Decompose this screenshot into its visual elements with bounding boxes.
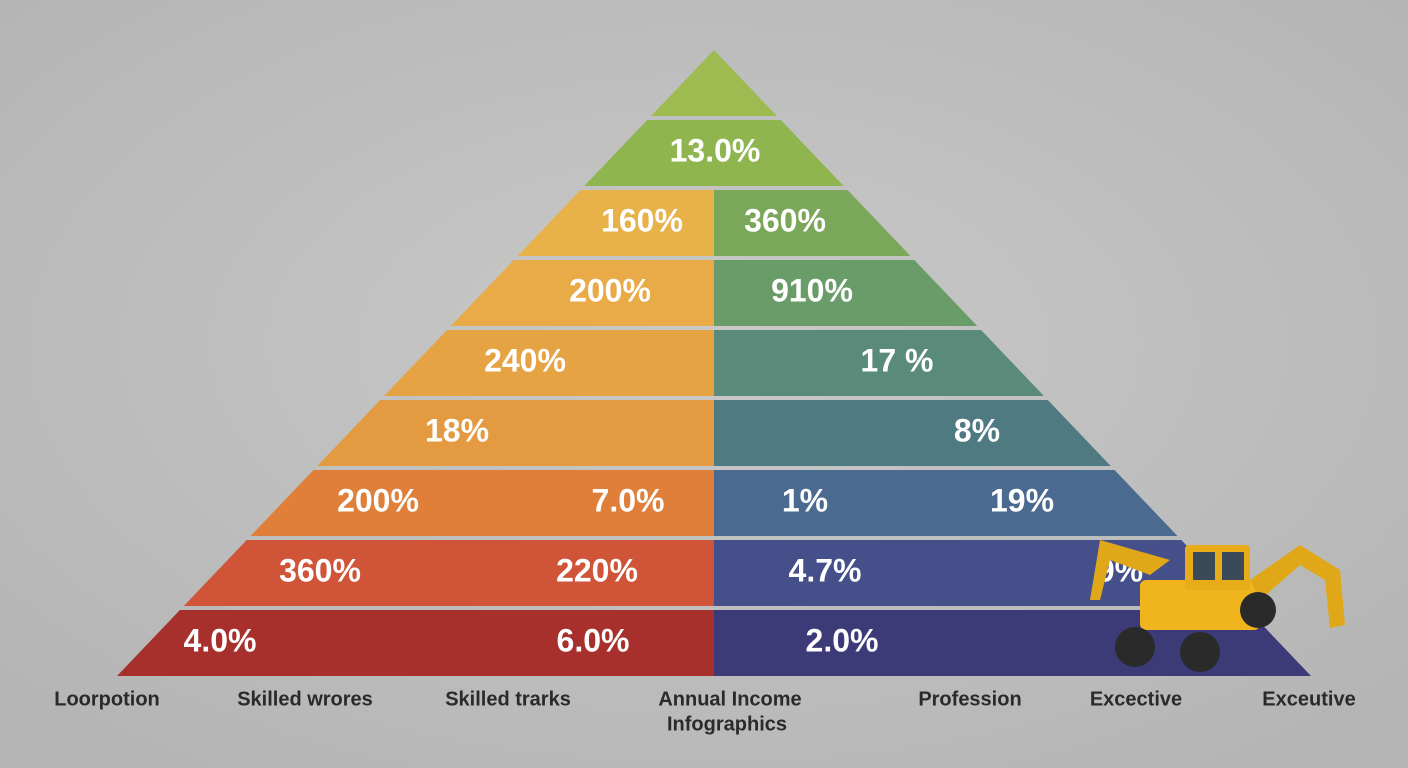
footer-label: Excective bbox=[1090, 688, 1182, 710]
labels: 13.0% 160% 360% 200% 910% 240% 17 % 18% 8% 200% 7.… bbox=[54, 132, 1355, 735]
pyramid-apex bbox=[651, 50, 777, 116]
footer-label: Annual Income bbox=[658, 688, 801, 710]
pyramid bbox=[117, 50, 1311, 676]
footer-label: Profession bbox=[918, 688, 1021, 710]
band-right bbox=[714, 120, 844, 186]
percent-label: 220% bbox=[556, 552, 638, 588]
percent-label: 160% bbox=[601, 202, 683, 238]
footer-label: Loorpotion bbox=[54, 688, 160, 710]
percent-label: 17 % bbox=[861, 342, 934, 378]
percent-label: 8% bbox=[954, 412, 1000, 448]
band-left bbox=[117, 610, 714, 676]
band-left bbox=[584, 120, 714, 186]
band-right bbox=[714, 400, 1111, 466]
band-left bbox=[250, 470, 714, 536]
percent-label: 4.0% bbox=[184, 622, 257, 658]
percent-label: 13.0% bbox=[670, 132, 761, 168]
band-left bbox=[384, 330, 714, 396]
percent-label: 7.0% bbox=[592, 482, 665, 518]
percent-label: 18% bbox=[425, 412, 489, 448]
band-right bbox=[714, 260, 978, 326]
excavator bbox=[1090, 540, 1345, 672]
band-left bbox=[450, 260, 714, 326]
percent-label: 2.0% bbox=[806, 622, 879, 658]
band-right bbox=[714, 190, 911, 256]
percent-label: 360% bbox=[279, 552, 361, 588]
percent-label: 200% bbox=[569, 272, 651, 308]
percent-label: 910% bbox=[771, 272, 853, 308]
band-left bbox=[317, 400, 714, 466]
percent-label: 360% bbox=[744, 202, 826, 238]
footer-label: Infographics bbox=[667, 713, 787, 735]
band-left bbox=[517, 190, 714, 256]
percent-label: 6.0% bbox=[557, 622, 630, 658]
percent-label: 200% bbox=[337, 482, 419, 518]
band-right bbox=[714, 330, 1044, 396]
band-right bbox=[714, 470, 1178, 536]
percent-label: 240% bbox=[484, 342, 566, 378]
band-left bbox=[183, 540, 714, 606]
percent-label: 19% bbox=[990, 482, 1054, 518]
footer-label: Skilled wrores bbox=[237, 688, 373, 710]
percent-label: 1% bbox=[782, 482, 828, 518]
footer-label: Exceutive bbox=[1262, 688, 1355, 710]
percent-label: 4.7% bbox=[789, 552, 862, 588]
footer-label: Skilled trarks bbox=[445, 688, 571, 710]
